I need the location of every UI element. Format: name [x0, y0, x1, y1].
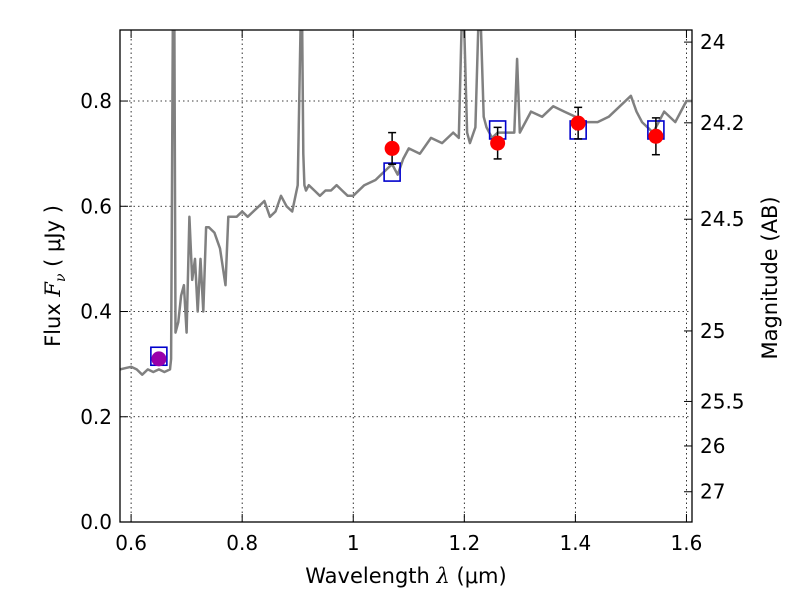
sed-spectrum-line — [120, 30, 692, 376]
photometry-point — [570, 115, 586, 131]
y2-tick-label: 25.5 — [700, 389, 745, 413]
x-tick-label: 1.6 — [671, 531, 703, 555]
x-tick-label: 0.8 — [226, 531, 258, 555]
photometry-point — [151, 351, 167, 367]
y-tick-label: 0.8 — [80, 89, 112, 113]
y2-axis-label: Magnitude (AB) — [758, 196, 782, 359]
y2-tick-label: 24.5 — [700, 207, 745, 231]
y-tick-label: 0.6 — [80, 194, 112, 218]
y-axis-label: Flux Fν ( μJy ) — [41, 205, 69, 347]
y-tick-label: 0.4 — [80, 300, 112, 324]
y2-tick-label: 24 — [700, 30, 725, 54]
photometry-point — [490, 135, 506, 151]
photometry-point — [384, 140, 400, 156]
x-tick-label: 1 — [347, 531, 360, 555]
plot-frame — [119, 29, 693, 523]
photometry-point — [648, 128, 664, 144]
x-tick-label: 0.6 — [115, 531, 147, 555]
y2-tick-label: 25 — [700, 319, 725, 343]
y2-tick-label: 26 — [700, 434, 725, 458]
axis-ticks: 0.6 0.8 1 1.2 1.4 1.6 0.0 0.2 0.4 0.6 0.8 24 24.2 24.… — [80, 30, 745, 555]
x-tick-label: 1.2 — [448, 531, 480, 555]
plot-area — [120, 30, 692, 376]
grid-lines — [120, 30, 692, 523]
y2-tick-label: 27 — [700, 480, 725, 504]
x-axis-label: Wavelength λ (μm) — [305, 564, 506, 588]
y2-tick-label: 24.2 — [700, 111, 745, 135]
y-tick-label: 0.2 — [80, 405, 112, 429]
x-tick-label: 1.4 — [559, 531, 591, 555]
y-tick-label: 0.0 — [80, 510, 112, 534]
